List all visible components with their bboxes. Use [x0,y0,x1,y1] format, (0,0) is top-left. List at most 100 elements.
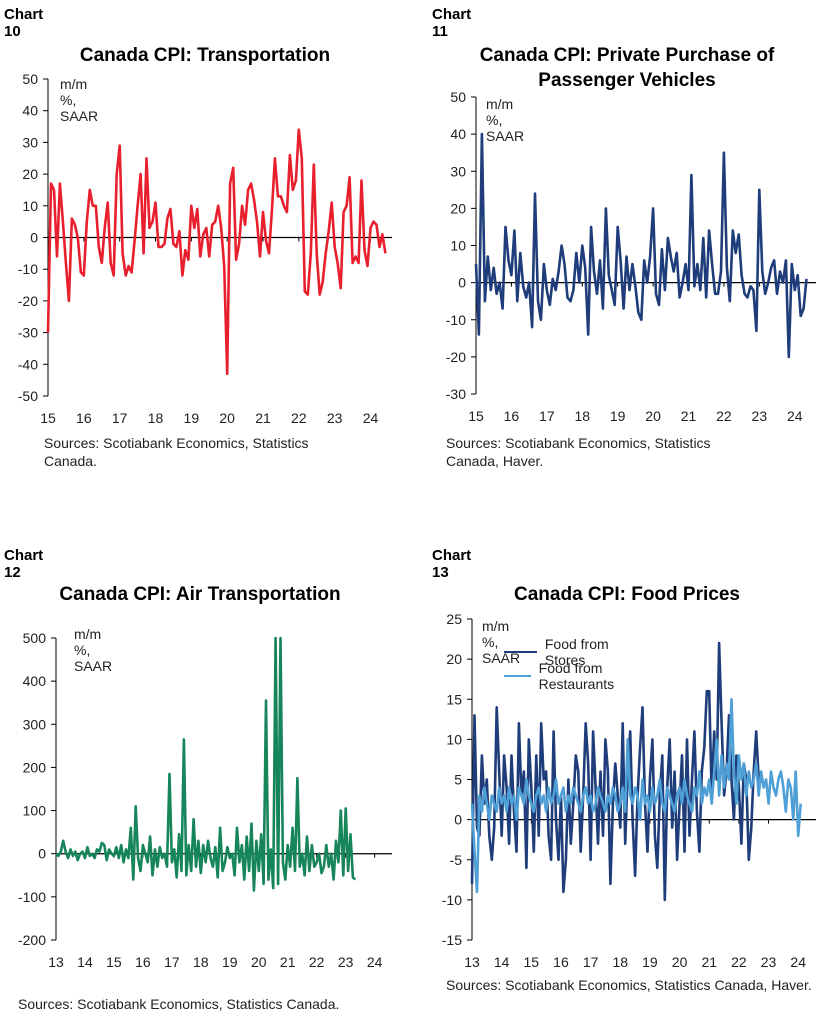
x-tick-label: 21 [255,410,271,426]
y-tick-label: 20 [446,651,462,667]
x-tick-label: 15 [40,410,56,426]
y-tick-label: -10 [446,312,466,328]
y-tick-label: 10 [22,198,38,214]
units-label: m/m %, SAAR [482,618,521,666]
series-line [470,697,802,894]
chart-title: Canada CPI: Private Purchase of Passenge… [479,45,775,91]
y-tick-label: -5 [450,852,463,868]
x-tick-label: 19 [184,410,200,426]
chart-number-label: Chart 11 [432,6,472,40]
x-tick-label: 20 [672,954,688,970]
legend-swatch [504,675,531,677]
x-tick-label: 14 [77,954,93,970]
series-line [46,128,387,376]
y-tick-label: -30 [18,325,38,341]
y-tick-label: 20 [22,166,38,182]
series-line [474,132,808,359]
x-tick-label: 18 [574,408,590,424]
y-tick-label: 40 [450,126,466,142]
source-note: Sources: Scotiabank Economics, Statistic… [446,435,711,469]
x-tick-label: 20 [219,410,235,426]
y-tick-label: -20 [18,293,38,309]
x-tick-label: 23 [338,954,354,970]
y-tick-label: 30 [450,163,466,179]
units-label: m/m %, SAAR [486,96,525,144]
series-line [55,636,357,892]
chart-legend: Food from Stores Food from Restaurants [504,636,629,692]
x-tick-label: 16 [553,954,569,970]
x-tick-label: 17 [164,954,180,970]
y-tick-label: -10 [442,892,462,908]
chart-title: Canada CPI: Air Transportation [59,584,341,605]
chart-plot-air-transportation: -200 -100 0 100 200 300 400 500 13 14 15 16 17 18 19 20… [18,630,392,970]
x-tick-label: 20 [645,408,661,424]
x-tick-label: 16 [76,410,92,426]
chart-title: Canada CPI: Food Prices [514,584,740,605]
x-tick-label: 22 [731,954,747,970]
y-tick-label: -10 [18,261,38,277]
y-tick-label: 0 [38,846,46,862]
x-tick-label: 21 [681,408,697,424]
x-tick-label: 18 [148,410,164,426]
chart-plot-food-prices: -15 -10 -5 0 5 10 15 20 25 13 14 15 16 17 18 19 20 21 22 23… [442,611,816,970]
y-tick-label: 15 [446,691,462,707]
y-tick-label: -40 [18,356,38,372]
x-tick-label: 22 [716,408,732,424]
x-tick-label: 18 [193,954,209,970]
y-tick-label: 20 [450,200,466,216]
y-tick-label: 200 [23,759,47,775]
units-label: m/m %, SAAR [60,76,99,124]
y-tick-label: -30 [446,386,466,402]
source-note: Sources: Scotiabank Economics, Statistic… [446,977,812,993]
x-tick-label: 18 [612,954,628,970]
x-tick-label: 24 [363,410,379,426]
x-tick-label: 16 [504,408,520,424]
y-tick-label: -100 [18,889,46,905]
x-tick-label: 15 [524,954,540,970]
legend-item-food-from-restaurants: Food from Restaurants [504,660,629,692]
legend-item-food-from-stores: Food from Stores [504,636,629,668]
x-tick-label: 22 [309,954,325,970]
x-tick-label: 17 [539,408,555,424]
units-label: m/m %, SAAR [74,626,113,674]
y-tick-label: 0 [454,812,462,828]
x-tick-label: 24 [790,954,806,970]
x-tick-label: 14 [494,954,510,970]
source-note: Sources: Scotiabank Economics, Statistic… [18,996,340,1012]
x-tick-label: 23 [761,954,777,970]
x-tick-label: 16 [135,954,151,970]
y-tick-label: 30 [22,134,38,150]
x-tick-label: 24 [787,408,803,424]
y-tick-label: 0 [458,275,466,291]
x-tick-label: 22 [291,410,307,426]
x-tick-label: 20 [251,954,267,970]
y-tick-label: 0 [30,230,38,246]
x-tick-label: 17 [112,410,128,426]
x-tick-label: 24 [367,954,383,970]
y-tick-label: 500 [23,630,47,646]
y-tick-label: 5 [454,772,462,788]
y-tick-label: 10 [446,731,462,747]
chart-title: Canada CPI: Transportation [79,45,331,66]
x-tick-label: 19 [642,954,658,970]
x-tick-label: 21 [701,954,717,970]
y-tick-label: 50 [450,89,466,105]
x-tick-label: 23 [327,410,343,426]
x-tick-label: 15 [468,408,484,424]
y-tick-label: -20 [446,349,466,365]
chart-plot-passenger-vehicles: -30 -20 -10 0 10 20 30 40 50 15 16 17 18 19 20 21 22 23 24 [446,89,816,424]
chart-number-label: Chart 12 [4,547,44,581]
x-tick-label: 13 [464,954,480,970]
legend-label: Food from Restaurants [538,660,615,692]
legend-swatch [504,651,537,653]
chart-plot-transportation: -50 -40 -30 -20 -10 0 10 20 30 40 50 15 16 17 18 19 20 21… [18,71,392,426]
x-tick-label: 17 [583,954,599,970]
y-tick-label: 25 [446,611,462,627]
y-tick-label: -15 [442,932,462,948]
x-tick-label: 21 [280,954,296,970]
x-tick-label: 23 [752,408,768,424]
legend-label: Food from Stores [544,636,609,668]
source-note: Sources: Scotiabank Economics, Statistic… [44,435,309,469]
y-tick-label: -200 [18,932,46,948]
y-tick-label: 10 [450,238,466,254]
